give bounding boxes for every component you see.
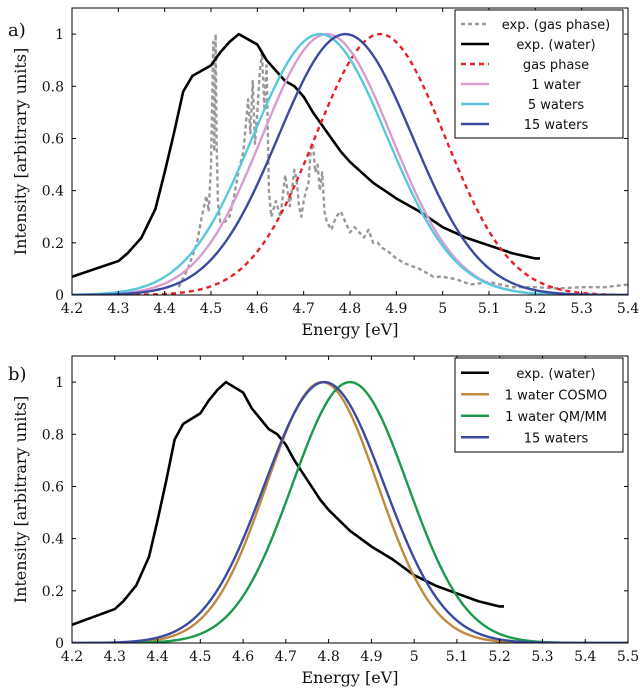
x-tick-label: 4.2 xyxy=(61,649,83,665)
y-tick-label: 0.2 xyxy=(42,584,64,600)
x-tick-label: 4.3 xyxy=(104,649,126,665)
x-tick-label: 4.4 xyxy=(146,649,168,665)
y-tick-label: 0.4 xyxy=(42,184,64,200)
series-line-0 xyxy=(177,32,628,290)
chart-panel-b: b) 4.2 4.3 4.4 4.5 4.6 4.7 4.8 4.9 5 5.1 5.2 5.3 5.4 5… xyxy=(8,355,639,687)
legend-entry: 15 waters xyxy=(524,431,589,446)
x-tick-label: 4.3 xyxy=(107,301,129,317)
legend-entry: exp. (water) xyxy=(516,38,595,53)
chart-panel-a: a) 4.2 4.3 4.4 4.5 4.6 4.7 4.8 4.9 5 5.1 5.2 5.3 5.4 0… xyxy=(8,7,639,339)
legend-entry: 15 waters xyxy=(524,118,589,133)
y-axis-title: Intensity [arbitrary units] xyxy=(11,396,30,604)
x-tick-label: 5.2 xyxy=(524,301,546,317)
x-tick-label: 4.8 xyxy=(317,649,339,665)
x-tick-label: 5.3 xyxy=(571,301,593,317)
y-tick-label: 0.6 xyxy=(42,479,64,495)
x-tick-label: 5 xyxy=(438,301,447,317)
legend-box xyxy=(454,9,624,139)
y-tick-label: 0 xyxy=(55,636,64,652)
y-tick-label: 1 xyxy=(55,375,64,391)
y-tick-label: 0.2 xyxy=(42,236,64,252)
x-tick-label: 5.3 xyxy=(531,649,553,665)
x-tick-label: 5.1 xyxy=(446,649,468,665)
y-tick-label: 0.4 xyxy=(42,532,64,548)
x-axis-title: Energy [eV] xyxy=(302,668,399,687)
y-tick-label: 1 xyxy=(55,27,64,43)
x-tick-label: 4.7 xyxy=(293,301,315,317)
x-axis-title: Energy [eV] xyxy=(302,320,399,339)
legend-entry: 1 water COSMO xyxy=(505,388,608,403)
legend-entry: 1 water QM/MM xyxy=(505,410,607,425)
x-tick-label: 5.4 xyxy=(574,649,596,665)
panel-label: a) xyxy=(8,20,26,41)
x-tick-label: 4.5 xyxy=(189,649,211,665)
y-axis-title: Intensity [arbitrary units] xyxy=(11,48,30,256)
y-tick-label: 0.6 xyxy=(42,131,64,147)
x-tick-label: 4.6 xyxy=(246,301,268,317)
series-line-5 xyxy=(72,32,628,295)
series-line-3 xyxy=(72,380,628,643)
legend-entry: exp. (gas phase) xyxy=(502,18,610,33)
plot-frame xyxy=(71,355,629,644)
x-tick-label: 4.5 xyxy=(200,301,222,317)
legend-entry: exp. (water) xyxy=(516,367,595,382)
x-tick-label: 4.8 xyxy=(339,301,361,317)
x-tick-label: 4.2 xyxy=(61,301,83,317)
legend: exp. (gas phase) exp. (water) gas phase 1 w… xyxy=(454,9,624,139)
series-group xyxy=(72,32,628,295)
y-tick-label: 0 xyxy=(55,288,64,304)
x-tick-label: 5 xyxy=(410,649,419,665)
x-tick-label: 4.4 xyxy=(154,301,176,317)
x-tick-label: 5.5 xyxy=(617,649,639,665)
x-tick-label: 5.4 xyxy=(617,301,639,317)
panel-label: b) xyxy=(8,364,27,385)
legend-entry: gas phase xyxy=(523,58,589,73)
x-tick-label: 4.7 xyxy=(275,649,297,665)
legend-entry: 5 waters xyxy=(528,98,584,113)
x-tick-label: 5.1 xyxy=(478,301,500,317)
x-tick-label: 4.9 xyxy=(360,649,382,665)
y-tick-label: 0.8 xyxy=(42,79,64,95)
x-tick-label: 4.6 xyxy=(232,649,254,665)
legend-entry: 1 water xyxy=(531,78,581,93)
legend: exp. (water) 1 water COSMO 1 water QM/MM 15… xyxy=(454,357,624,453)
x-tick-label: 5.2 xyxy=(489,649,511,665)
series-group xyxy=(72,380,628,643)
x-tick-label: 4.9 xyxy=(385,301,407,317)
y-tick-label: 0.8 xyxy=(42,427,64,443)
series-line-0 xyxy=(72,380,504,626)
